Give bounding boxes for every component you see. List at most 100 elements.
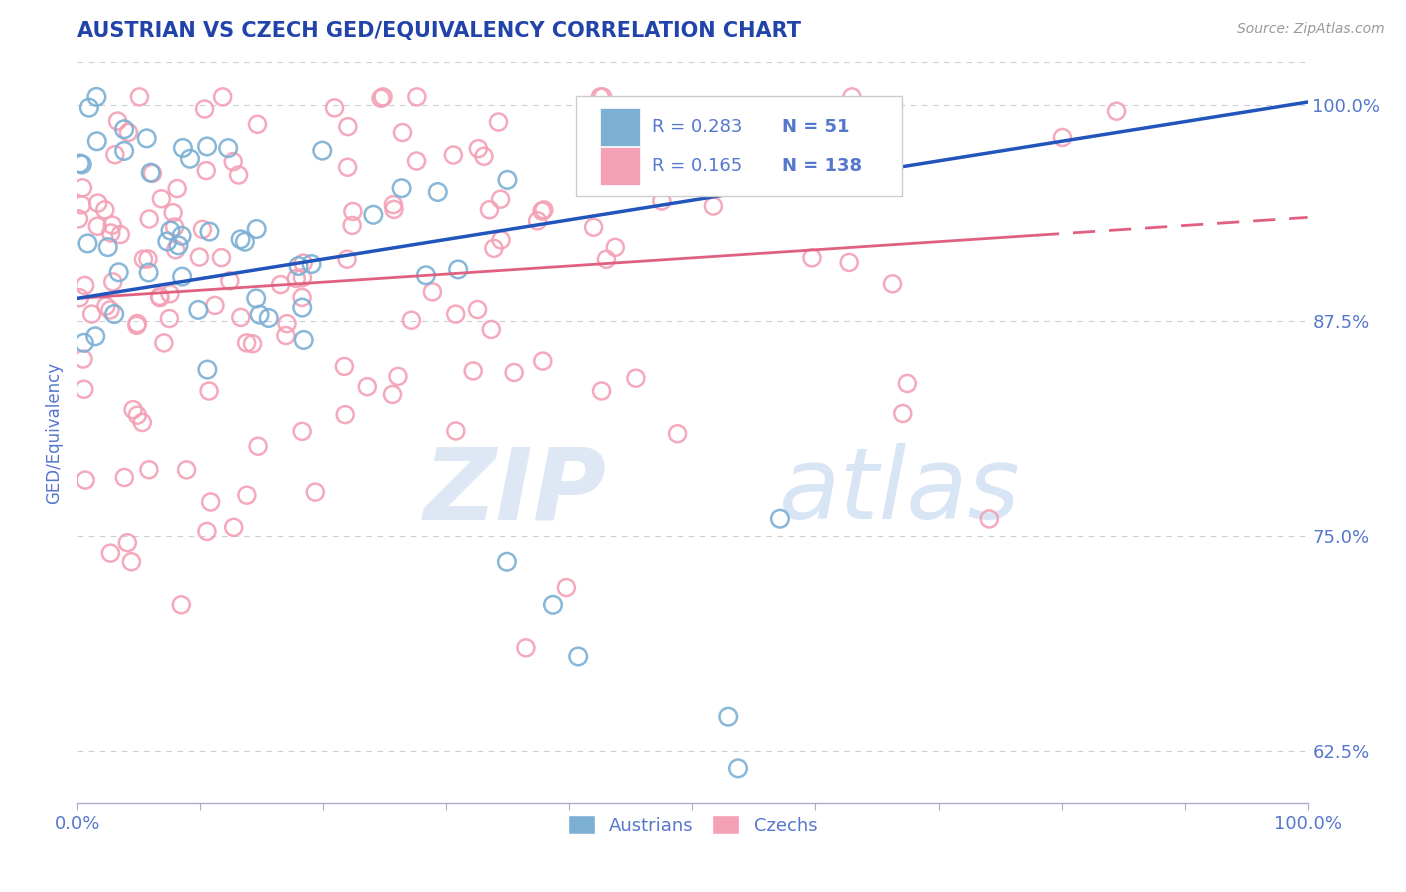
- Point: [187, 302, 209, 317]
- Point: [488, 115, 510, 129]
- Point: [292, 256, 315, 270]
- Point: [382, 202, 405, 217]
- Point: [717, 709, 740, 723]
- Point: [195, 163, 218, 178]
- Text: N = 138: N = 138: [782, 157, 862, 175]
- Point: [526, 214, 548, 228]
- Point: [69, 156, 91, 170]
- Point: [103, 307, 125, 321]
- Point: [101, 275, 124, 289]
- Point: [246, 222, 269, 236]
- Point: [94, 202, 117, 217]
- Point: [217, 141, 239, 155]
- Point: [191, 222, 214, 236]
- Point: [426, 185, 449, 199]
- Point: [291, 270, 314, 285]
- Point: [70, 157, 93, 171]
- Text: N = 51: N = 51: [782, 118, 849, 136]
- Point: [1052, 130, 1074, 145]
- Point: [249, 308, 271, 322]
- Point: [650, 125, 672, 139]
- Point: [605, 240, 627, 254]
- Point: [336, 160, 359, 174]
- Point: [188, 250, 211, 264]
- Point: [211, 90, 233, 104]
- Point: [72, 352, 94, 367]
- Point: [276, 317, 298, 331]
- Point: [363, 208, 385, 222]
- Point: [567, 649, 589, 664]
- Point: [370, 91, 392, 105]
- Point: [73, 278, 96, 293]
- Point: [194, 102, 217, 116]
- Point: [531, 354, 554, 368]
- Point: [270, 277, 292, 292]
- Point: [117, 125, 139, 139]
- FancyBboxPatch shape: [600, 147, 640, 186]
- Point: [467, 142, 489, 156]
- Point: [131, 416, 153, 430]
- Point: [401, 313, 423, 327]
- Point: [236, 488, 259, 502]
- Point: [120, 555, 142, 569]
- Point: [162, 205, 184, 219]
- Point: [301, 257, 323, 271]
- Point: [979, 512, 1001, 526]
- Point: [94, 299, 117, 313]
- Point: [472, 149, 495, 163]
- Point: [149, 289, 172, 303]
- Point: [582, 220, 605, 235]
- Point: [86, 134, 108, 148]
- Point: [70, 198, 93, 212]
- Point: [489, 192, 512, 206]
- Point: [838, 255, 860, 269]
- Point: [101, 218, 124, 232]
- Point: [195, 139, 218, 153]
- Point: [132, 252, 155, 267]
- Point: [110, 227, 132, 242]
- Point: [467, 302, 489, 317]
- Point: [73, 382, 96, 396]
- Point: [136, 252, 159, 266]
- Point: [176, 463, 198, 477]
- Point: [391, 126, 413, 140]
- Point: [112, 122, 135, 136]
- Point: [222, 154, 245, 169]
- Point: [84, 329, 107, 343]
- Point: [555, 581, 578, 595]
- Point: [489, 233, 512, 247]
- Point: [198, 384, 221, 398]
- Point: [141, 166, 163, 180]
- Point: [235, 335, 257, 350]
- Point: [323, 101, 346, 115]
- Point: [661, 152, 683, 166]
- Point: [381, 387, 404, 401]
- Point: [444, 307, 467, 321]
- Point: [287, 259, 309, 273]
- Point: [98, 302, 121, 317]
- Point: [117, 535, 139, 549]
- Point: [246, 117, 269, 131]
- Point: [515, 640, 537, 655]
- Point: [159, 223, 181, 237]
- Point: [139, 166, 162, 180]
- Point: [228, 168, 250, 182]
- Point: [595, 252, 617, 267]
- Point: [589, 90, 612, 104]
- Point: [125, 318, 148, 333]
- Point: [727, 761, 749, 775]
- Point: [801, 251, 824, 265]
- Point: [167, 238, 190, 252]
- Point: [291, 301, 314, 315]
- Point: [200, 495, 222, 509]
- Point: [159, 286, 181, 301]
- Point: [112, 144, 135, 158]
- Point: [441, 148, 464, 162]
- Point: [198, 225, 221, 239]
- Point: [218, 274, 240, 288]
- Point: [311, 144, 333, 158]
- Point: [204, 298, 226, 312]
- Point: [107, 265, 129, 279]
- Point: [406, 90, 429, 104]
- Point: [247, 439, 270, 453]
